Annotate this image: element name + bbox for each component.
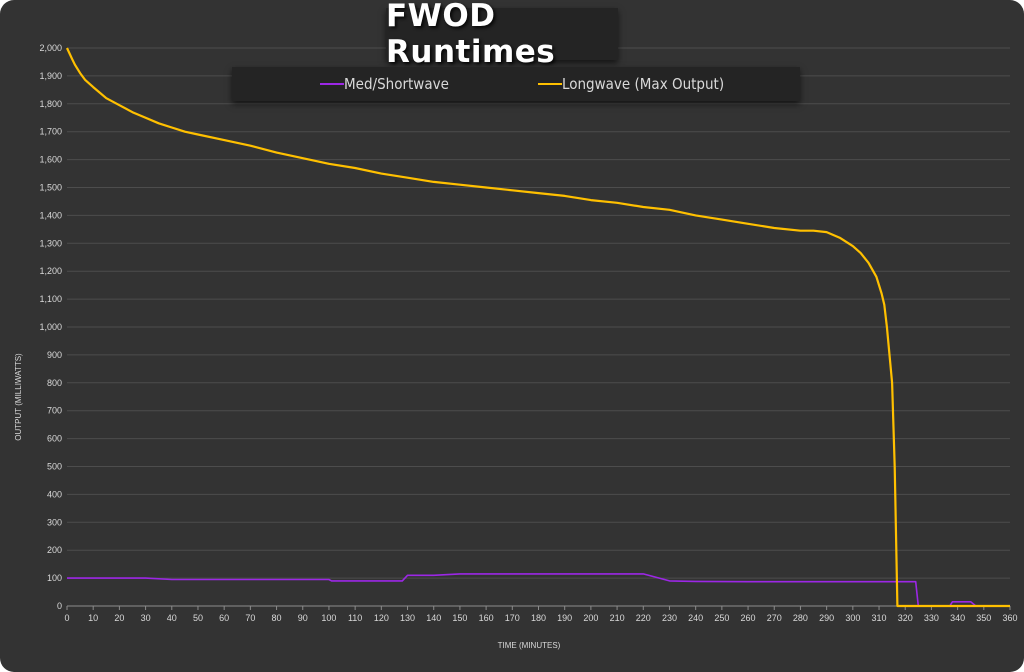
legend-item-longwave: Longwave (Max Output) <box>538 67 724 101</box>
legend-label-longwave: Longwave (Max Output) <box>562 75 725 93</box>
x-tick-label-30: 30 <box>141 613 151 623</box>
y-tick-label-1600: 1,600 <box>39 155 62 165</box>
x-tick-label-60: 60 <box>219 613 229 623</box>
y-tick-label-1300: 1,300 <box>39 238 62 248</box>
legend-swatch-med-shortwave <box>320 83 344 85</box>
x-tick-label-350: 350 <box>976 613 991 623</box>
y-tick-label-1000: 1,000 <box>39 322 62 332</box>
series-line-longwave <box>66 47 1010 608</box>
y-tick-label-700: 700 <box>47 406 62 416</box>
x-tick-label-140: 140 <box>426 613 441 623</box>
y-tick-label-1800: 1,800 <box>39 99 62 109</box>
y-tick-label-300: 300 <box>47 517 62 527</box>
y-tick-label-1100: 1,100 <box>39 294 62 304</box>
x-tick-label-70: 70 <box>245 613 255 623</box>
y-tick-label-1900: 1,900 <box>39 71 62 81</box>
y-tick-label-0: 0 <box>57 601 62 611</box>
x-tick-label-160: 160 <box>479 613 494 623</box>
y-tick-label-600: 600 <box>47 434 62 444</box>
chart-title-box: FWOD Runtimes <box>386 0 618 70</box>
y-tick-label-800: 800 <box>47 378 62 388</box>
legend-label-med-shortwave: Med/Shortwave <box>344 75 449 93</box>
x-tick-label-10: 10 <box>88 613 98 623</box>
y-tick-label-100: 100 <box>47 573 62 583</box>
y-tick-label-900: 900 <box>47 350 62 360</box>
x-tick-label-20: 20 <box>114 613 124 623</box>
axes: 01002003004005006007008009001,0001,1001,… <box>39 43 1017 623</box>
y-tick-label-1400: 1,400 <box>39 210 62 220</box>
x-tick-label-230: 230 <box>662 613 677 623</box>
x-tick-label-250: 250 <box>714 613 729 623</box>
x-tick-label-330: 330 <box>924 613 939 623</box>
x-tick-label-100: 100 <box>321 613 336 623</box>
x-tick-label-300: 300 <box>845 613 860 623</box>
grid-lines <box>67 47 1010 579</box>
legend-swatch-longwave <box>538 83 562 85</box>
y-tick-label-500: 500 <box>47 462 62 472</box>
x-tick-label-280: 280 <box>793 613 808 623</box>
x-tick-label-90: 90 <box>298 613 308 623</box>
x-axis-title: TIME (MINUTES) <box>498 641 561 650</box>
x-tick-label-80: 80 <box>272 613 282 623</box>
x-tick-label-50: 50 <box>193 613 203 623</box>
x-tick-label-240: 240 <box>688 613 703 623</box>
x-tick-label-200: 200 <box>583 613 598 623</box>
x-tick-label-340: 340 <box>950 613 965 623</box>
x-tick-label-170: 170 <box>505 613 520 623</box>
x-tick-label-150: 150 <box>452 613 467 623</box>
x-tick-label-210: 210 <box>610 613 625 623</box>
y-tick-label-1200: 1,200 <box>39 266 62 276</box>
legend-item-med-shortwave: Med/Shortwave <box>320 67 449 101</box>
x-tick-label-290: 290 <box>819 613 834 623</box>
x-tick-label-130: 130 <box>400 613 415 623</box>
x-tick-label-120: 120 <box>374 613 389 623</box>
x-tick-label-220: 220 <box>636 613 651 623</box>
x-tick-label-110: 110 <box>348 613 362 623</box>
y-axis-title: OUTPUT (MILLIWATTS) <box>14 353 23 441</box>
x-tick-label-190: 190 <box>557 613 572 623</box>
legend: Med/Shortwave Longwave (Max Output) <box>232 67 800 101</box>
x-tick-label-320: 320 <box>898 613 913 623</box>
x-tick-label-310: 310 <box>872 613 887 623</box>
x-tick-label-260: 260 <box>741 613 756 623</box>
series-lines <box>66 47 1010 608</box>
y-tick-label-1700: 1,700 <box>39 127 62 137</box>
x-tick-label-360: 360 <box>1002 613 1017 623</box>
x-tick-label-180: 180 <box>531 613 546 623</box>
y-tick-label-2000: 2,000 <box>39 43 62 53</box>
y-tick-label-1500: 1,500 <box>39 183 62 193</box>
y-tick-label-200: 200 <box>47 545 62 555</box>
x-tick-label-270: 270 <box>767 613 782 623</box>
y-tick-label-400: 400 <box>47 489 62 499</box>
series-line-med-shortwave <box>67 573 984 607</box>
chart-title: FWOD Runtimes <box>386 0 556 70</box>
x-tick-label-40: 40 <box>167 613 177 623</box>
x-tick-label-0: 0 <box>64 613 69 623</box>
